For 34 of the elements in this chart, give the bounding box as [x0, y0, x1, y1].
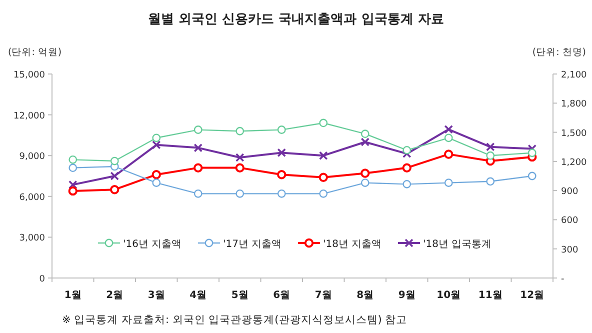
x-tick-label: 3월: [148, 290, 165, 301]
x-tick-label: 4월: [190, 290, 207, 301]
legend-label: '18년 지출액: [323, 239, 382, 250]
y-tick-label: 15,000: [14, 70, 46, 80]
x-tick-label: 8월: [356, 290, 374, 301]
x-tick-label: 9월: [398, 290, 416, 301]
y-tick-label: 3,000: [19, 234, 46, 244]
chart-title: 월별 외국인 신용카드 국내지출액과 입국통계 자료: [148, 12, 444, 27]
x-tick-label: 7월: [314, 290, 332, 301]
x-tick-label: 6월: [273, 290, 290, 301]
y-tick-label: 9,000: [19, 152, 46, 162]
y-tick-label: 12,000: [14, 111, 46, 122]
x-tick-label: 1월: [64, 290, 82, 301]
y2-tick-label: 1,200: [561, 158, 588, 168]
y-tick-label: 6,000: [19, 192, 46, 203]
text: ※ 입국통계 자료출처: 외국인 입국관광통계(관광지식정보시스템) 참고: [62, 314, 408, 326]
y2-tick-label: 900: [561, 187, 578, 198]
x-tick-label: 10월: [436, 290, 461, 301]
y2-tick-label: 300: [561, 245, 578, 256]
y-tick-label: 0: [39, 274, 46, 284]
y2-tick-label: 1,800: [561, 100, 588, 110]
x-tick-label: 11월: [478, 290, 502, 301]
legend-label: '18년 입국통계: [423, 239, 492, 250]
y2-tick-label: 600: [561, 216, 578, 226]
legend-label: '17년 지출액: [223, 239, 282, 250]
y2-tick-label: -: [561, 274, 564, 284]
legend-label: '16년 지출액: [123, 239, 182, 250]
y2-axis-title: (단위: 천명): [532, 47, 586, 58]
x-tick-label: 2월: [106, 290, 124, 301]
x-tick-label: 12월: [520, 290, 544, 301]
x-tick-label: 5월: [231, 290, 248, 301]
y2-tick-label: 2,100: [561, 70, 588, 80]
y2-tick-label: 1,500: [561, 128, 588, 139]
y-axis-title: (단위: 억원): [8, 47, 62, 58]
